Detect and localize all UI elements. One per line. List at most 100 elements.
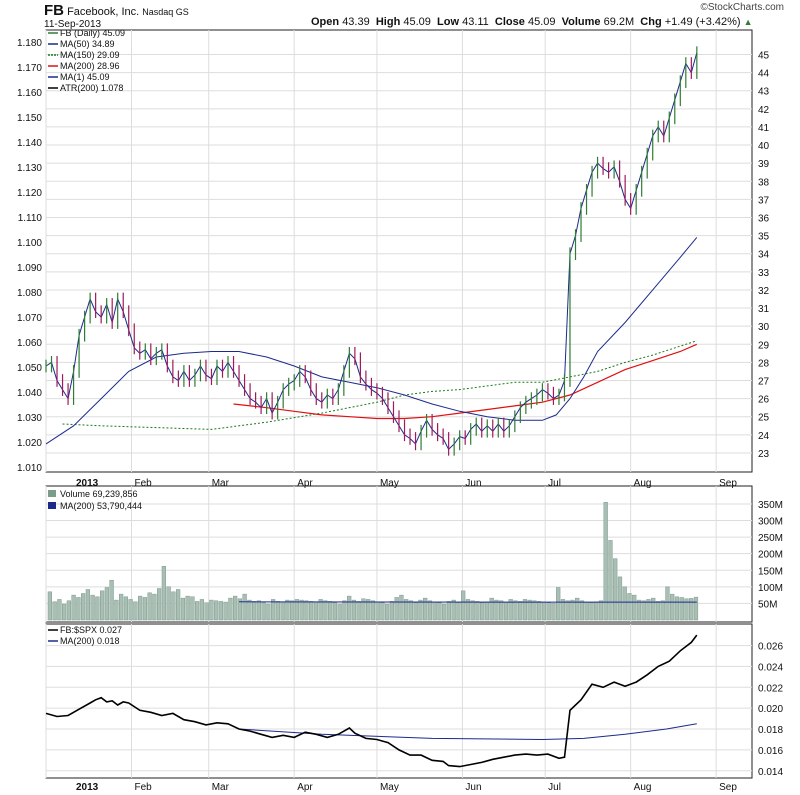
rs-legend-label: MA(200) 0.018 (60, 636, 120, 646)
left-axis-label: 1.030 (17, 413, 42, 424)
low-label: Low (437, 16, 460, 28)
left-axis-label: 1.120 (17, 188, 42, 199)
volume-bar (285, 599, 290, 621)
open-label: Open (311, 16, 340, 28)
volume-bar (233, 595, 238, 621)
x-tick-label-bottom: May (380, 782, 399, 793)
left-axis-label: 1.100 (17, 238, 42, 249)
low-value: 43.11 (462, 16, 489, 28)
volume-bar (261, 602, 266, 621)
right-axis-label: 25 (758, 413, 770, 424)
rs-legend-label: FB:$SPX 0.027 (60, 625, 122, 635)
volume-bar (95, 596, 100, 621)
volume-bar (76, 597, 81, 621)
volume-bar (176, 589, 181, 621)
right-axis-label: 26 (758, 395, 770, 406)
volume-bar (641, 600, 646, 621)
volume-bar (522, 599, 528, 621)
x-tick-label: Mar (212, 478, 230, 489)
volume-bar (52, 601, 57, 621)
volume-bar (679, 597, 684, 621)
volume-bar (247, 599, 252, 621)
left-axis-label: 1.150 (17, 113, 42, 124)
volume-bar (499, 600, 504, 621)
x-tick-label-bottom: 2013 (76, 782, 99, 793)
volume-bar (423, 597, 428, 621)
panel-frame-2 (45, 623, 753, 779)
price-legend-label: MA(200) 28.96 (60, 61, 120, 71)
x-tick-label-bottom: Jul (548, 782, 561, 793)
right-axis-label: 45 (758, 50, 770, 61)
volume-bar (337, 603, 342, 621)
volume-bar (47, 591, 53, 621)
volume-bar (389, 601, 395, 621)
volume-bar (166, 586, 171, 621)
volume-bar (256, 600, 262, 621)
volume-bar (195, 601, 200, 621)
volume-bar (651, 597, 656, 621)
volume-bar (494, 599, 499, 621)
volume-bar (532, 600, 537, 621)
volume-bar (565, 600, 570, 621)
volume-axis-label: 100M (758, 583, 783, 594)
right-axis-label: 32 (758, 286, 770, 297)
rs-ma200-line (238, 723, 697, 741)
volume-bar (399, 594, 404, 621)
x-tick-label: Feb (134, 478, 152, 489)
volume-bar (152, 593, 157, 621)
volume-label: Volume (561, 16, 601, 28)
right-axis-label: 23 (758, 449, 770, 460)
volume-bar (437, 602, 442, 621)
volume-bar (228, 597, 233, 621)
volume-bar (394, 597, 399, 621)
volume-bar (442, 603, 447, 621)
volume-bar (81, 593, 86, 621)
volume-bar (275, 601, 281, 621)
right-axis-label: 30 (758, 322, 770, 333)
x-tick-label: 2013 (76, 478, 99, 489)
rs-axis-label: 0.014 (758, 767, 783, 778)
volume-bar (361, 598, 366, 621)
volume-bar (218, 601, 224, 621)
volume-bar (128, 599, 133, 621)
volume-bar (598, 600, 604, 621)
volume-bar (456, 602, 461, 621)
x-tick-label-bottom: Feb (134, 782, 152, 793)
volume-bar (157, 588, 162, 621)
volume-bar (223, 601, 228, 621)
volume-bar (480, 602, 485, 621)
right-axis-label: 33 (758, 268, 770, 279)
volume-bar (252, 601, 257, 621)
volume-bar (190, 596, 195, 621)
volume-axis-label: 150M (758, 566, 783, 577)
volume-bar (304, 600, 309, 621)
volume-axis-label: 300M (758, 517, 783, 528)
volume-bar (209, 599, 214, 621)
chart-date: 11-Sep-2013 (44, 19, 102, 30)
volume-bar (575, 597, 580, 621)
right-axis-label: 44 (758, 69, 770, 80)
volume-bar (328, 601, 333, 621)
volume-bar (665, 586, 670, 621)
x-tick-label-bottom: Jun (465, 782, 481, 793)
right-axis-label: 42 (758, 105, 770, 116)
volume-bar (446, 601, 452, 621)
volume-bar (636, 599, 642, 621)
volume-bar (408, 600, 414, 621)
left-axis-label: 1.130 (17, 163, 42, 174)
ma200-line (233, 343, 698, 420)
right-axis-label: 31 (758, 304, 770, 315)
volume-bar (608, 540, 613, 621)
volume-bar (280, 601, 285, 621)
volume-bar (366, 599, 371, 621)
volume-bar (385, 603, 390, 621)
volume-bar (413, 602, 418, 621)
volume-bar (85, 589, 91, 621)
right-axis-label: 39 (758, 159, 770, 170)
volume-bar (109, 579, 114, 621)
right-axis-label: 29 (758, 340, 770, 351)
volume-bar (180, 597, 186, 621)
high-label: High (375, 16, 401, 28)
volume-axis-label: 350M (758, 500, 783, 511)
